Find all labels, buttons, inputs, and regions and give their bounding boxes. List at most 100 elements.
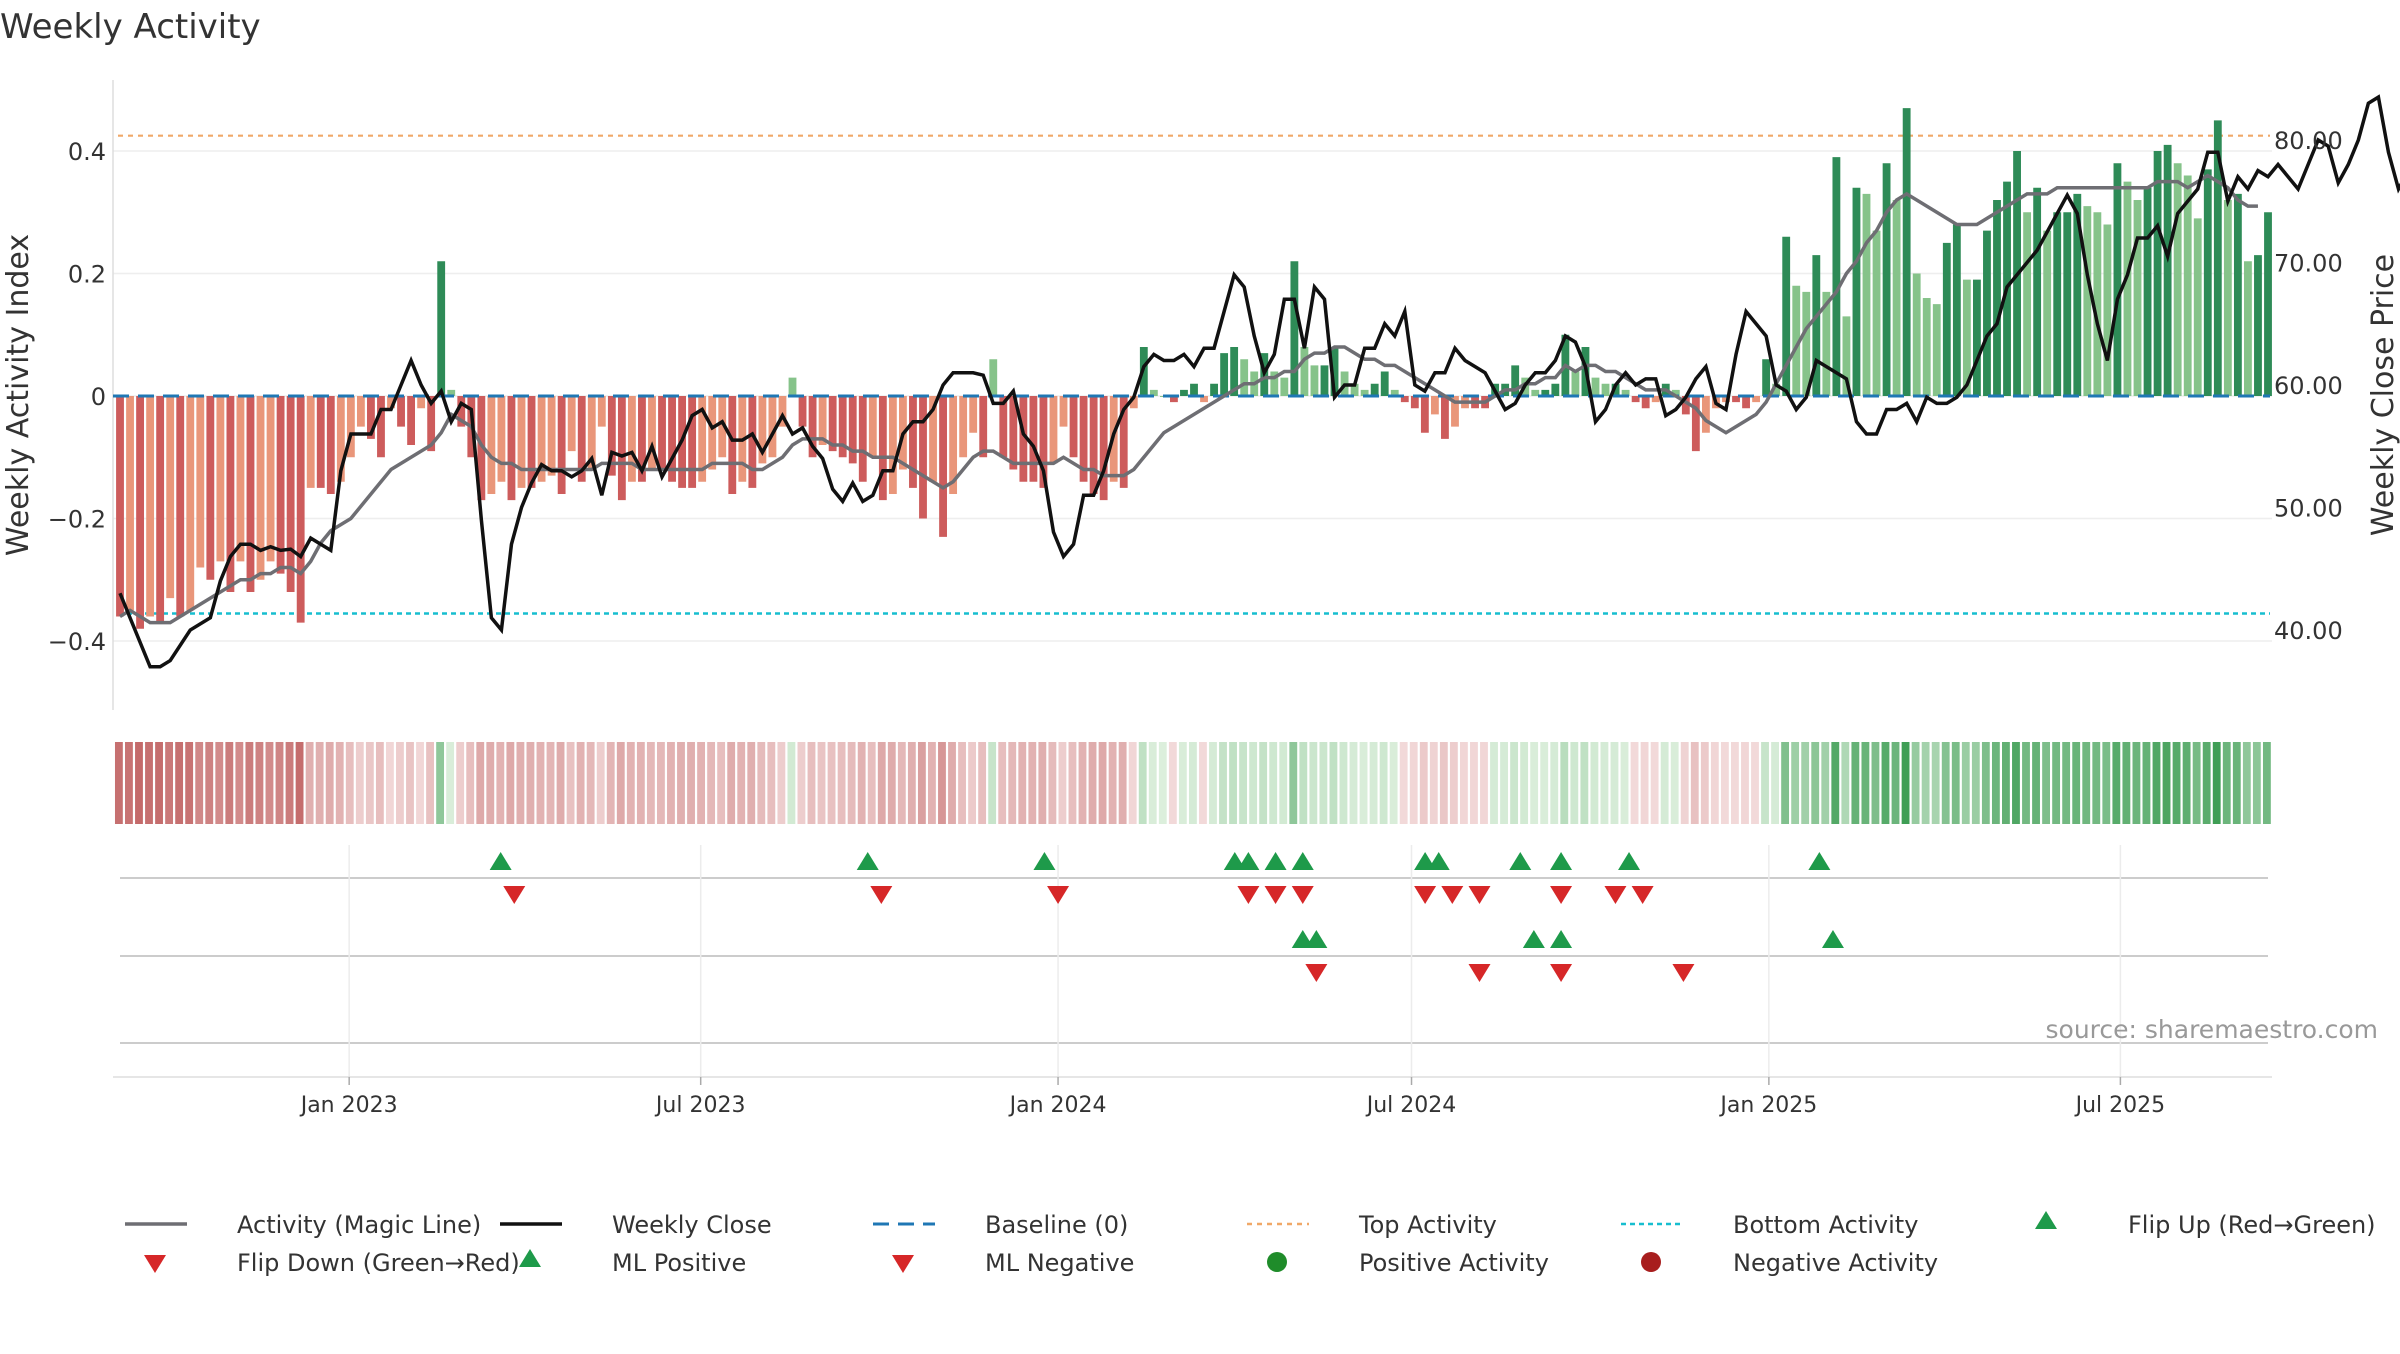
heat-cell bbox=[837, 742, 846, 824]
heat-cell bbox=[2262, 742, 2271, 824]
heat-cell bbox=[2062, 742, 2071, 824]
flip-up-marker bbox=[1291, 852, 1314, 870]
heat-cell bbox=[185, 742, 194, 824]
heat-cell bbox=[566, 742, 575, 824]
legend: Activity (Magic Line) Weekly Close Baselin… bbox=[125, 1211, 2376, 1277]
heat-cell bbox=[1811, 742, 1820, 824]
flip-up-marker bbox=[1237, 852, 1260, 870]
activity-bar bbox=[1240, 359, 1249, 396]
activity-bar bbox=[758, 396, 767, 464]
weekly-close-series bbox=[118, 94, 2400, 669]
heat-cell bbox=[456, 742, 465, 824]
heat-cell bbox=[907, 742, 916, 824]
heat-cell bbox=[1439, 742, 1448, 824]
activity-bar bbox=[1892, 200, 1901, 396]
heat-cell bbox=[948, 742, 956, 824]
x-axis-ticks: Jan 2023 Jul 2023 Jan 2024 Jul 2024 Jan 2025… bbox=[299, 1077, 2165, 1118]
activity-bar bbox=[929, 396, 937, 482]
activity-bar bbox=[296, 396, 305, 623]
heat-cell bbox=[1108, 742, 1117, 824]
activity-bar bbox=[1993, 200, 2001, 396]
legend-swatch-up-marker bbox=[2035, 1211, 2057, 1229]
activity-bar bbox=[1681, 396, 1690, 415]
chart-title: Weekly Activity bbox=[0, 7, 261, 47]
heat-cell bbox=[1600, 742, 1609, 824]
heat-cell bbox=[1389, 742, 1398, 824]
heat-cell bbox=[1299, 742, 1308, 824]
x-tick-label: Jan 2025 bbox=[1718, 1093, 1817, 1118]
heat-cell bbox=[2202, 742, 2211, 824]
heat-cell bbox=[2032, 742, 2040, 824]
heat-cell bbox=[1991, 742, 2000, 824]
activity-bar bbox=[1451, 396, 1459, 427]
activity-bar bbox=[708, 396, 717, 470]
activity-bar bbox=[1099, 396, 1108, 501]
activity-bar bbox=[1129, 396, 1138, 409]
activity-bar bbox=[1531, 389, 1540, 397]
activity-bar bbox=[176, 396, 185, 617]
y-tick-label: 0.4 bbox=[68, 138, 106, 166]
activity-bar bbox=[1671, 389, 1680, 397]
heat-cell bbox=[616, 742, 625, 824]
heat-cell bbox=[1339, 742, 1348, 824]
heat-cell bbox=[1570, 742, 1579, 824]
heat-cell bbox=[2112, 742, 2121, 824]
activity-bar bbox=[547, 396, 556, 476]
heat-cell bbox=[1078, 742, 1087, 824]
heat-cell bbox=[958, 742, 966, 824]
heat-cell bbox=[667, 742, 675, 824]
activity-bar bbox=[1541, 389, 1550, 397]
y2-tick-label: 80.00 bbox=[2274, 127, 2343, 155]
heat-cell bbox=[697, 742, 705, 824]
activity-bar bbox=[1360, 389, 1369, 397]
heat-cell bbox=[707, 742, 716, 824]
activity-bar bbox=[1782, 236, 1791, 396]
heat-cell bbox=[556, 742, 565, 824]
activity-bar bbox=[1370, 383, 1379, 396]
flip-up-marker bbox=[1618, 852, 1641, 870]
heat-cell bbox=[1560, 742, 1569, 824]
activity-bar bbox=[226, 396, 235, 592]
legend-label: ML Negative bbox=[985, 1249, 1134, 1277]
activity-bar bbox=[838, 396, 847, 458]
flip-down-marker bbox=[1414, 886, 1437, 904]
heat-cell bbox=[1781, 742, 1790, 824]
activity-bar bbox=[868, 396, 877, 458]
activity-bar bbox=[136, 396, 144, 629]
legend-label: Negative Activity bbox=[1733, 1249, 1938, 1277]
activity-bar bbox=[266, 396, 275, 562]
heat-cell bbox=[917, 742, 926, 824]
flip-down-marker bbox=[1441, 886, 1464, 904]
activity-bar bbox=[718, 396, 727, 458]
heat-cell bbox=[1098, 742, 1107, 824]
heat-cell bbox=[1209, 742, 1217, 824]
heat-cell bbox=[1168, 742, 1177, 824]
heat-cell bbox=[1319, 742, 1328, 824]
heat-cell bbox=[506, 742, 515, 824]
heat-cell bbox=[1871, 742, 1880, 824]
heat-cell bbox=[536, 742, 545, 824]
y2-tick-label: 40.00 bbox=[2274, 617, 2343, 645]
heat-cell bbox=[576, 742, 585, 824]
heat-cell bbox=[1961, 742, 1970, 824]
heat-cell bbox=[1841, 742, 1850, 824]
heat-cell bbox=[938, 742, 946, 824]
heat-cell bbox=[406, 742, 414, 824]
heat-cell bbox=[1791, 742, 1800, 824]
activity-bar bbox=[1170, 396, 1178, 403]
activity-bar bbox=[2083, 206, 2092, 397]
activity-bar bbox=[2183, 175, 2192, 396]
activity-bar bbox=[567, 396, 576, 452]
heat-cell bbox=[265, 742, 274, 824]
x-tick-label: Jul 2023 bbox=[654, 1093, 746, 1118]
activity-bar bbox=[557, 396, 566, 494]
activity-bar bbox=[437, 261, 446, 396]
activity-bar bbox=[356, 396, 365, 427]
activity-bar bbox=[2123, 181, 2132, 397]
activity-bar bbox=[668, 396, 676, 482]
heat-cell bbox=[2132, 742, 2141, 824]
heat-cell bbox=[2052, 742, 2061, 824]
heat-cell bbox=[1831, 742, 1840, 824]
activity-bar bbox=[909, 396, 917, 488]
heat-cell bbox=[1590, 742, 1599, 824]
